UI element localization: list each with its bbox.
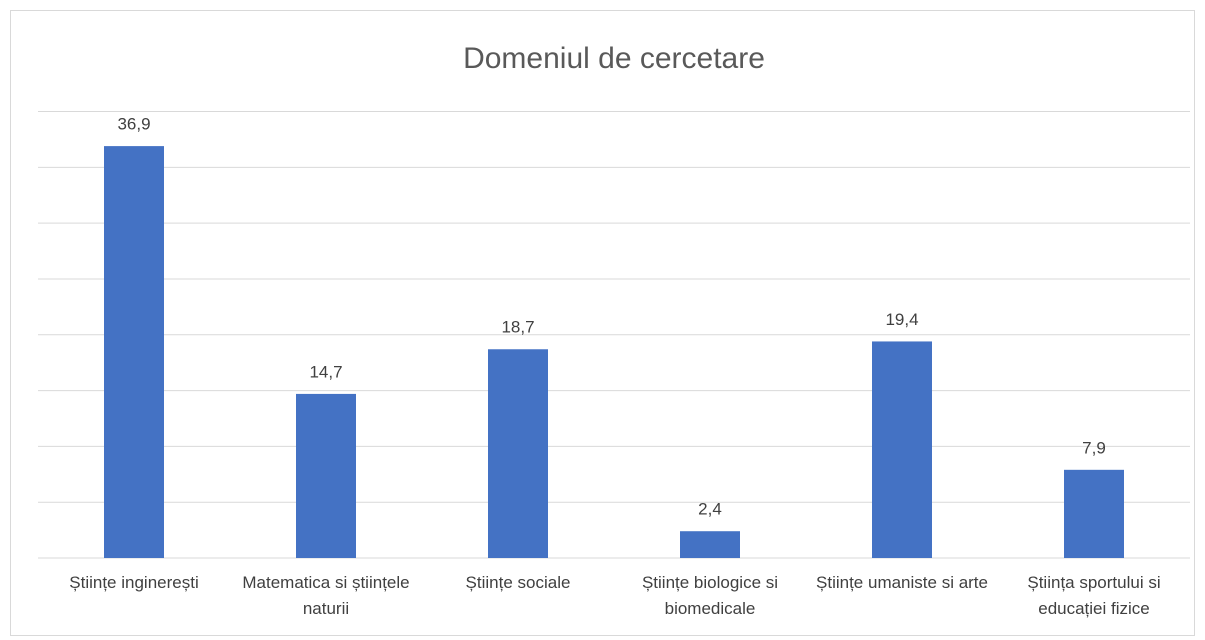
- bar: [104, 146, 164, 558]
- value-label: 19,4: [885, 310, 918, 329]
- x-tick-label: Științe inginerești: [69, 573, 199, 592]
- bar: [296, 393, 356, 558]
- x-tick-label: Știința sportului si educației fizice: [1027, 573, 1161, 618]
- bar: [680, 531, 740, 558]
- chart-border: [10, 10, 1195, 636]
- value-label: 2,4: [698, 500, 722, 519]
- value-label: 14,7: [309, 362, 342, 381]
- value-label: 36,9: [117, 115, 150, 134]
- x-tick-label: Științe umaniste si arte: [816, 573, 988, 592]
- chart-title: Domeniul de cercetare: [463, 42, 765, 75]
- bar: [1064, 469, 1124, 558]
- x-tick-label: Matematica si științele naturii: [242, 573, 410, 618]
- bar: [872, 341, 932, 558]
- x-tick-label: Științe biologice si biomedicale: [641, 573, 779, 618]
- x-tick-label: Științe sociale: [465, 573, 571, 592]
- value-label: 18,7: [501, 318, 534, 337]
- value-label: 7,9: [1082, 438, 1106, 457]
- bar: [488, 349, 548, 558]
